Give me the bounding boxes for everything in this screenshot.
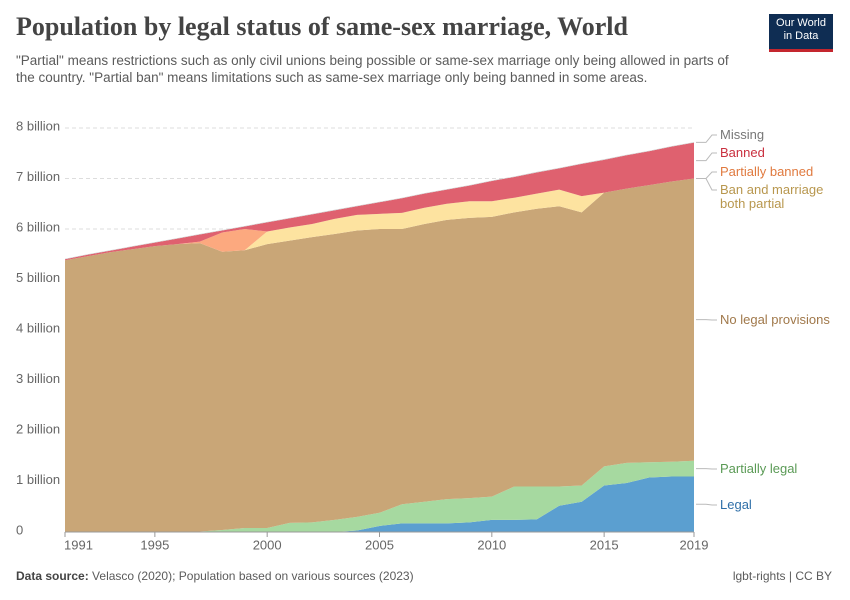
source-label: Data source: [16,569,89,583]
area [65,178,694,261]
x-tick-label: 2000 [253,537,282,552]
area [65,142,694,260]
legend-entry[interactable]: Banned [720,145,765,160]
legend-entry[interactable]: Missing [720,127,765,142]
label-connector [696,178,717,191]
y-tick-label: 7 billion [16,169,60,184]
legend-entry[interactable]: Legal [720,497,752,512]
legend-entry[interactable]: No legal provisions [720,312,830,327]
logo-text: Our World [776,17,826,29]
source: Data source: Velasco (2020); Population … [16,569,414,583]
logo-text: in Data [783,30,819,42]
label-connector [696,503,717,506]
y-tick-label: 5 billion [16,270,60,285]
legend-entry[interactable]: Partially legal [720,461,798,476]
area [65,142,694,261]
label-connector [696,134,717,143]
y-tick-label: 3 billion [16,371,60,386]
y-tick-label: 6 billion [16,219,60,234]
y-tick-label: 1 billion [16,472,60,487]
x-tick-label: 1991 [64,537,93,552]
x-tick-label: 2019 [680,537,709,552]
area [65,476,694,532]
legend-entry[interactable]: Partially banned [720,164,814,179]
area [65,178,694,261]
area [65,178,694,532]
x-tick-label: 2015 [590,537,619,552]
y-tick-label: 0 [16,522,23,537]
license: lgbt-rights | CC BY [732,569,832,583]
x-tick-label: 2005 [365,537,394,552]
legend-entry[interactable]: Ban and marriage both partial [720,182,824,211]
chart-title: Population by legal status of same-sex m… [16,12,628,41]
label-connector [696,152,717,162]
y-tick-label: 4 billion [16,320,60,335]
source-text: Velasco (2020); Population based on vari… [92,569,414,583]
area [65,460,694,532]
x-tick-label: 2010 [477,537,506,552]
x-tick-label: 1995 [140,537,169,552]
chart-subtitle: "Partial" means restrictions such as onl… [16,53,729,85]
label-connector [696,171,717,179]
y-tick-label: 2 billion [16,421,60,436]
logo[interactable]: Our World in Data [769,14,833,52]
y-tick-label: 8 billion [16,118,60,133]
